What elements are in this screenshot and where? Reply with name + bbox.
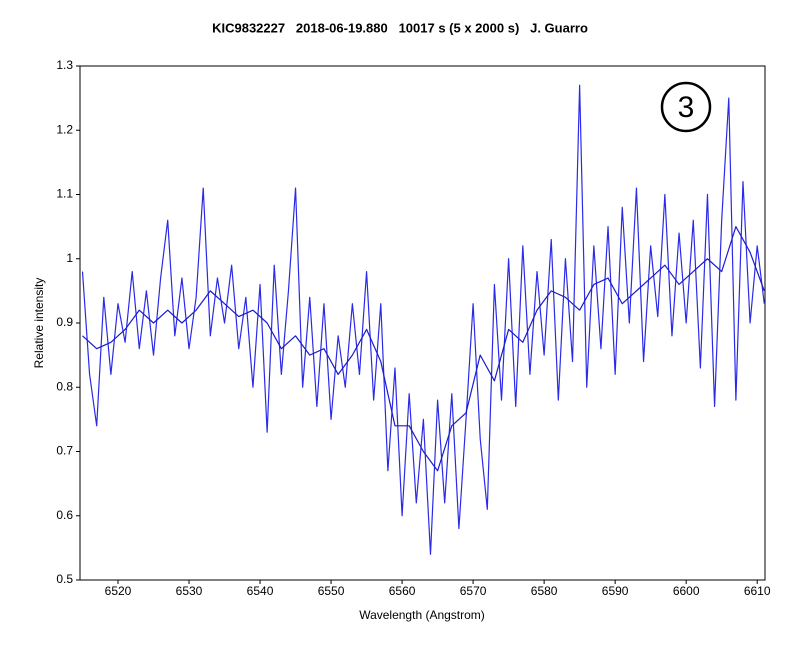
annotation-circle (660, 81, 712, 133)
annotation: 3 (678, 91, 695, 124)
x-tick-label: 6550 (318, 584, 345, 598)
y-tick-label: 0.9 (56, 315, 73, 329)
x-tick-label: 6600 (673, 584, 700, 598)
y-tick-label: 1 (66, 251, 73, 265)
x-tick-label: 6530 (176, 584, 203, 598)
y-tick-label: 0.5 (56, 572, 73, 586)
y-tick-label: 0.7 (56, 444, 73, 458)
x-tick-label: 6590 (602, 584, 629, 598)
series-line (82, 226, 765, 472)
x-tick-label: 6560 (389, 584, 416, 598)
x-axis-label: Wavelength (Angstrom) (359, 608, 485, 622)
y-tick-label: 0.8 (56, 379, 73, 393)
chart-title: KIC9832227 2018-06-19.880 10017 s (5 x 2… (212, 20, 588, 35)
x-tick-label: 6570 (460, 584, 487, 598)
series-line (81, 84, 765, 555)
y-tick-label: 0.6 (56, 508, 73, 522)
y-tick-label: 1.1 (56, 187, 73, 201)
y-tick-label: 1.2 (56, 122, 73, 136)
x-tick-label: 6580 (531, 584, 558, 598)
y-tick-label: 1.3 (56, 58, 73, 72)
x-tick-label: 6520 (105, 584, 132, 598)
x-tick-label: 6610 (744, 584, 771, 598)
y-axis-label: Relative intensity (32, 278, 46, 369)
x-tick-label: 6540 (247, 584, 274, 598)
